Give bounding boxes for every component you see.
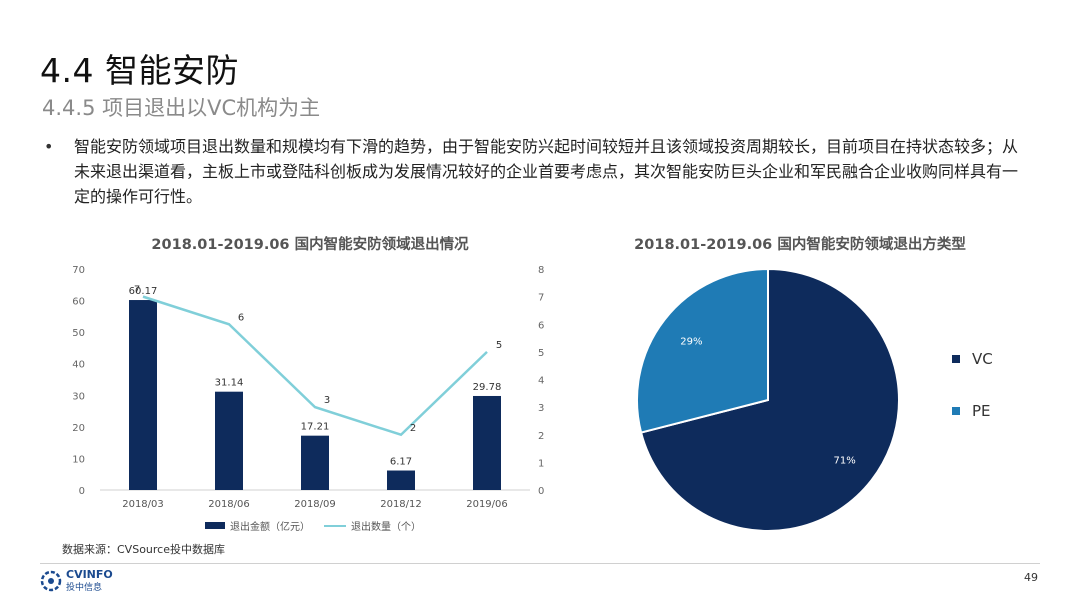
- bullet-paragraph: • 智能安防领域项目退出数量和规模均有下滑的趋势，由于智能安防兴起时间较短并且该…: [44, 134, 1019, 209]
- y-tick-label: 0: [79, 486, 85, 497]
- y2-tick-label: 8: [538, 265, 544, 276]
- bar-chart-legend: 退出金额（亿元） 退出数量（个）: [205, 518, 421, 533]
- x-tick-label: 2019/06: [466, 499, 508, 510]
- x-tick-label: 2018/12: [380, 499, 422, 510]
- y-tick-label: 30: [72, 391, 85, 402]
- line-value-label: 7: [134, 285, 140, 296]
- x-tick-label: 2018/06: [208, 499, 250, 510]
- y2-tick-label: 6: [538, 320, 544, 331]
- pie-legend-vc-swatch: [952, 355, 960, 363]
- legend-line-swatch: [324, 524, 346, 527]
- line-series-count: [142, 295, 488, 437]
- bar-value-label: 6.17: [390, 457, 412, 468]
- page-title: 4.4 智能安防: [40, 51, 239, 90]
- line-value-label: 2: [410, 423, 416, 434]
- pie-legend-pe-label: PE: [972, 402, 991, 420]
- y-tick-label: 40: [72, 360, 85, 371]
- x-tick-label: 2018/09: [294, 499, 336, 510]
- logo-subtext: 投中信息: [66, 583, 103, 593]
- pie-chart: 71% 29%: [636, 267, 900, 532]
- footer-divider: [40, 563, 1040, 564]
- pie-chart-title: 2018.01-2019.06 国内智能安防领域退出方类型: [634, 237, 966, 253]
- cvinfo-logo: CVINFO 投中信息: [40, 569, 113, 593]
- y-tick-label: 50: [72, 328, 85, 339]
- y2-tick-label: 4: [538, 376, 544, 387]
- bar-value-label: 29.78: [473, 382, 502, 393]
- bar-value-label: 31.14: [215, 378, 244, 389]
- pie-slice-pe: [636, 267, 769, 434]
- y-tick-label: 10: [72, 454, 85, 465]
- y2-tick-label: 0: [538, 486, 544, 497]
- data-source-note: 数据来源：CVSource投中数据库: [62, 543, 225, 556]
- pie-legend-pe: PE: [952, 402, 991, 420]
- bar-chart-title: 2018.01-2019.06 国内智能安防领域退出情况: [151, 237, 469, 253]
- pie-slice-label: 29%: [680, 337, 702, 348]
- y2-tick-label: 5: [538, 348, 544, 359]
- x-tick-label: 2018/03: [122, 499, 164, 510]
- page-subtitle: 4.4.5 项目退出以VC机构为主: [42, 96, 321, 120]
- y2-tick-label: 7: [538, 293, 544, 304]
- y-tick-label: 70: [72, 265, 85, 276]
- y2-tick-label: 3: [538, 403, 544, 414]
- bar-2018/09: [301, 435, 329, 490]
- bullet-mark: •: [44, 137, 54, 156]
- pie-slice-vc: [639, 267, 900, 532]
- pie-legend-vc-label: VC: [972, 350, 993, 368]
- bar-line-chart: 0 10 20 30 40 50 60 70 0 1 2 3 4 5 6 7 8 60.17 31.14 17.21 6…: [72, 265, 544, 510]
- logo-text: CVINFO: [66, 568, 113, 581]
- page-number: 49: [1024, 571, 1038, 584]
- bar-value-label: 60.17: [129, 286, 158, 297]
- bar-2018/03: [129, 300, 157, 490]
- line-value-label: 5: [496, 340, 502, 351]
- y-tick-label: 20: [72, 423, 85, 434]
- bar-2018/12: [387, 470, 415, 490]
- line-value-label: 3: [324, 395, 330, 406]
- bullet-text: 智能安防领域项目退出数量和规模均有下滑的趋势，由于智能安防兴起时间较短并且该领域…: [74, 137, 1019, 206]
- bar-value-label: 17.21: [301, 422, 330, 433]
- y2-tick-label: 2: [538, 431, 544, 442]
- pie-legend-pe-swatch: [952, 407, 960, 415]
- legend-bar-label: 退出金额（亿元）: [230, 522, 310, 533]
- bar-2018/06: [215, 391, 243, 490]
- cvinfo-logo-icon: [40, 570, 62, 592]
- line-value-label: 6: [238, 312, 244, 323]
- y-tick-label: 60: [72, 297, 85, 308]
- legend-bar-swatch: [205, 522, 225, 529]
- legend-line-label: 退出数量（个）: [351, 522, 421, 533]
- bar-2019/06: [473, 395, 501, 490]
- pie-slice-label: 71%: [833, 455, 855, 466]
- pie-legend-vc: VC: [952, 350, 993, 368]
- y2-tick-label: 1: [538, 458, 544, 469]
